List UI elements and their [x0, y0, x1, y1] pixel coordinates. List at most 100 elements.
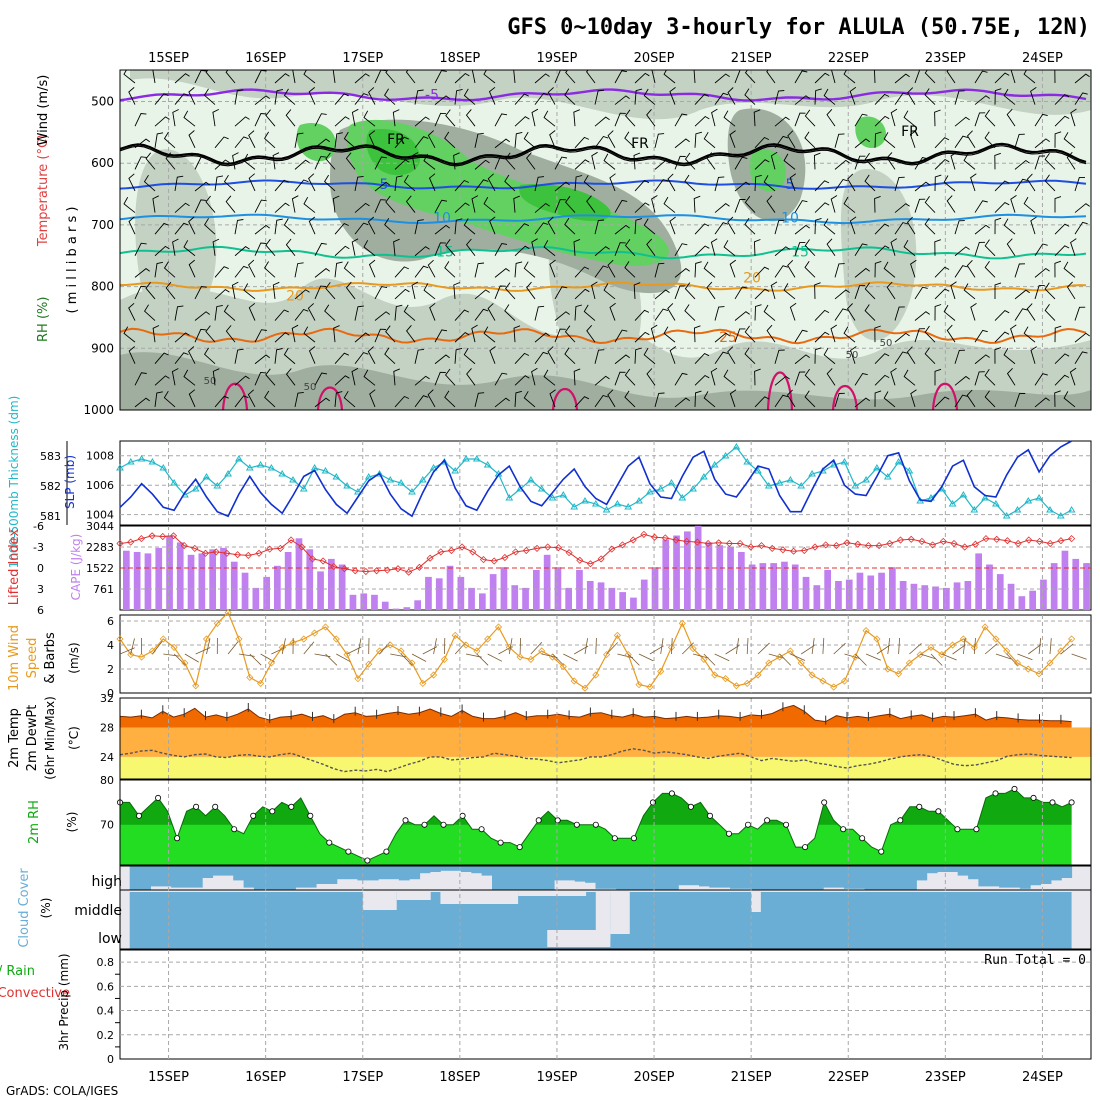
wind-barb — [354, 332, 370, 343]
wind-barb — [334, 375, 350, 386]
wind-barb — [343, 261, 356, 278]
thickness-point — [970, 506, 979, 513]
wind-barb — [454, 202, 470, 213]
bottom-date-label: 15SEP — [148, 1070, 189, 1085]
wind-barb — [363, 110, 376, 127]
lifted-index-point — [629, 536, 637, 544]
wind-barb — [1026, 303, 1036, 321]
wind-barb — [886, 281, 896, 300]
rh-90-contour — [316, 386, 344, 410]
cape-bar — [522, 587, 529, 610]
wind-barb — [1034, 373, 1048, 386]
wind-barb — [128, 346, 136, 364]
wind10m-point — [1046, 659, 1054, 667]
wind-barb — [1074, 92, 1088, 105]
wind10m-point — [678, 619, 686, 627]
thickness-point — [1035, 494, 1043, 501]
wind-barb — [385, 195, 396, 213]
rh2m-point — [878, 848, 885, 855]
lifted-index-point — [661, 534, 669, 542]
wind-barb — [234, 219, 244, 235]
wind10m-point — [267, 659, 275, 667]
cloud-cover-panel: high middle low — [74, 865, 1092, 950]
wind-barb — [514, 131, 523, 148]
rh2m-point — [802, 844, 809, 851]
bottom-date-axis: 15SEP 16SEP 17SEP 18SEP 19SEP 20SEP 21SEP 22SEP… — [148, 1070, 1063, 1085]
wind10m-point — [559, 663, 567, 671]
cloud-high-bar — [388, 866, 400, 880]
cape-bar — [986, 564, 993, 610]
wind10m-barb — [865, 653, 881, 661]
wind-barb — [646, 109, 656, 127]
wind-barb — [924, 70, 936, 84]
wind10m-barb — [800, 644, 815, 655]
wind-barb — [294, 391, 304, 408]
wind-barb — [565, 195, 576, 213]
thickness-point — [224, 470, 232, 477]
bottom-date-label: 19SEP — [537, 1070, 578, 1085]
lifted-index-point — [330, 563, 338, 571]
wind-barb — [654, 289, 670, 300]
wind-barb — [787, 130, 796, 149]
wind-barb — [351, 108, 359, 127]
wind-barb — [1054, 131, 1062, 148]
wind10m-barb — [281, 638, 286, 655]
wind-barb — [614, 371, 626, 386]
wind-barb — [667, 173, 676, 192]
wind10m-barb — [920, 653, 936, 660]
wind-barb — [890, 367, 897, 386]
wind10m-barb — [671, 637, 673, 655]
wind10m-barb — [173, 653, 186, 666]
wind-barb — [994, 347, 1002, 364]
cape-bar — [457, 576, 465, 610]
wind-barb — [463, 88, 476, 105]
wind-barb — [624, 239, 636, 257]
wind-barb — [303, 196, 316, 213]
wind-barb — [526, 152, 536, 170]
precip-axis: Total / Rain Convective 3hr Precip (mm) … — [0, 953, 1086, 1051]
wind-barb — [804, 390, 816, 408]
wind10m-barb — [476, 653, 489, 666]
wind-barb — [165, 152, 176, 170]
wind10m-point — [235, 635, 243, 643]
wind-barb — [308, 173, 316, 192]
wind-barb — [374, 199, 387, 213]
cape-tick-label: 2283 — [86, 541, 114, 554]
lifted-index-point — [554, 544, 562, 552]
wind-barb — [813, 152, 821, 170]
lifted-index-point — [651, 533, 659, 541]
rh2m-point — [707, 812, 714, 819]
wind-barb — [734, 198, 746, 213]
wind-barb — [285, 368, 296, 386]
wind-barb — [314, 138, 330, 149]
wind-barb — [954, 375, 970, 386]
wind-barb — [134, 138, 150, 149]
wind-barb — [994, 180, 1010, 192]
lifted-index-point — [1046, 539, 1054, 548]
wind-barb — [393, 238, 400, 256]
wind-barb — [674, 268, 690, 278]
top-date-label: 23SEP — [925, 51, 966, 66]
wind-barb — [1030, 216, 1037, 235]
cloud-high-bar — [657, 866, 669, 890]
thickness-point — [959, 491, 968, 498]
wind-barb — [994, 152, 1001, 170]
rh2m-point — [649, 799, 656, 806]
wind-barb — [843, 196, 856, 213]
cape-bar — [910, 583, 918, 610]
wind-barb — [667, 303, 676, 321]
thickness-point — [689, 485, 697, 492]
bottom-date-label: 21SEP — [731, 1070, 772, 1085]
pressure-tick-label: 1000 — [83, 403, 114, 417]
wind10m-barb — [1017, 653, 1033, 661]
wind10m-barb — [941, 653, 957, 661]
wind-barb — [783, 283, 796, 300]
lifted-index-point — [490, 557, 498, 565]
chart-title: GFS 0~10day 3-hourly for ALULA (50.75E, … — [507, 15, 1090, 40]
wind-barb — [1030, 346, 1037, 364]
wind-barb — [714, 203, 730, 213]
wind-barb — [823, 347, 836, 365]
wind-barb — [414, 265, 429, 278]
thickness-point — [981, 494, 989, 501]
wind-barb — [392, 109, 400, 127]
